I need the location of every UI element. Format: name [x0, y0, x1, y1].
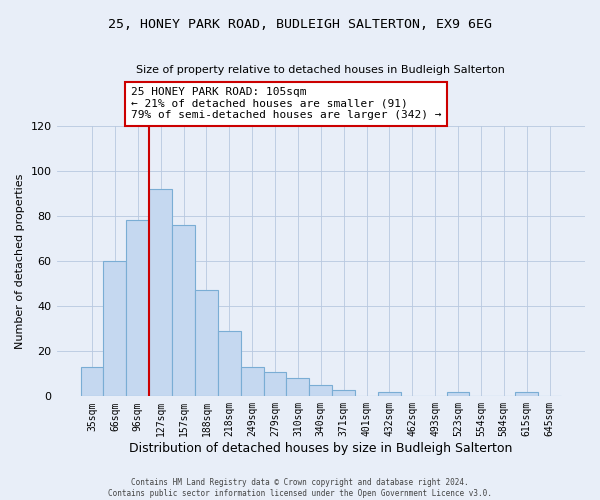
Bar: [515, 392, 538, 396]
Bar: [310, 385, 332, 396]
Bar: [149, 189, 172, 396]
Text: 25 HONEY PARK ROAD: 105sqm
← 21% of detached houses are smaller (91)
79% of semi: 25 HONEY PARK ROAD: 105sqm ← 21% of deta…: [131, 87, 441, 120]
Bar: [263, 372, 286, 396]
Bar: [286, 378, 310, 396]
Title: Size of property relative to detached houses in Budleigh Salterton: Size of property relative to detached ho…: [136, 65, 505, 75]
Bar: [446, 392, 469, 396]
X-axis label: Distribution of detached houses by size in Budleigh Salterton: Distribution of detached houses by size …: [129, 442, 512, 455]
Text: 25, HONEY PARK ROAD, BUDLEIGH SALTERTON, EX9 6EG: 25, HONEY PARK ROAD, BUDLEIGH SALTERTON,…: [108, 18, 492, 30]
Bar: [172, 225, 195, 396]
Bar: [195, 290, 218, 397]
Bar: [241, 367, 263, 396]
Y-axis label: Number of detached properties: Number of detached properties: [15, 174, 25, 348]
Text: Contains HM Land Registry data © Crown copyright and database right 2024.
Contai: Contains HM Land Registry data © Crown c…: [108, 478, 492, 498]
Bar: [332, 390, 355, 396]
Bar: [218, 331, 241, 396]
Bar: [80, 367, 103, 396]
Bar: [378, 392, 401, 396]
Bar: [127, 220, 149, 396]
Bar: [103, 261, 127, 396]
